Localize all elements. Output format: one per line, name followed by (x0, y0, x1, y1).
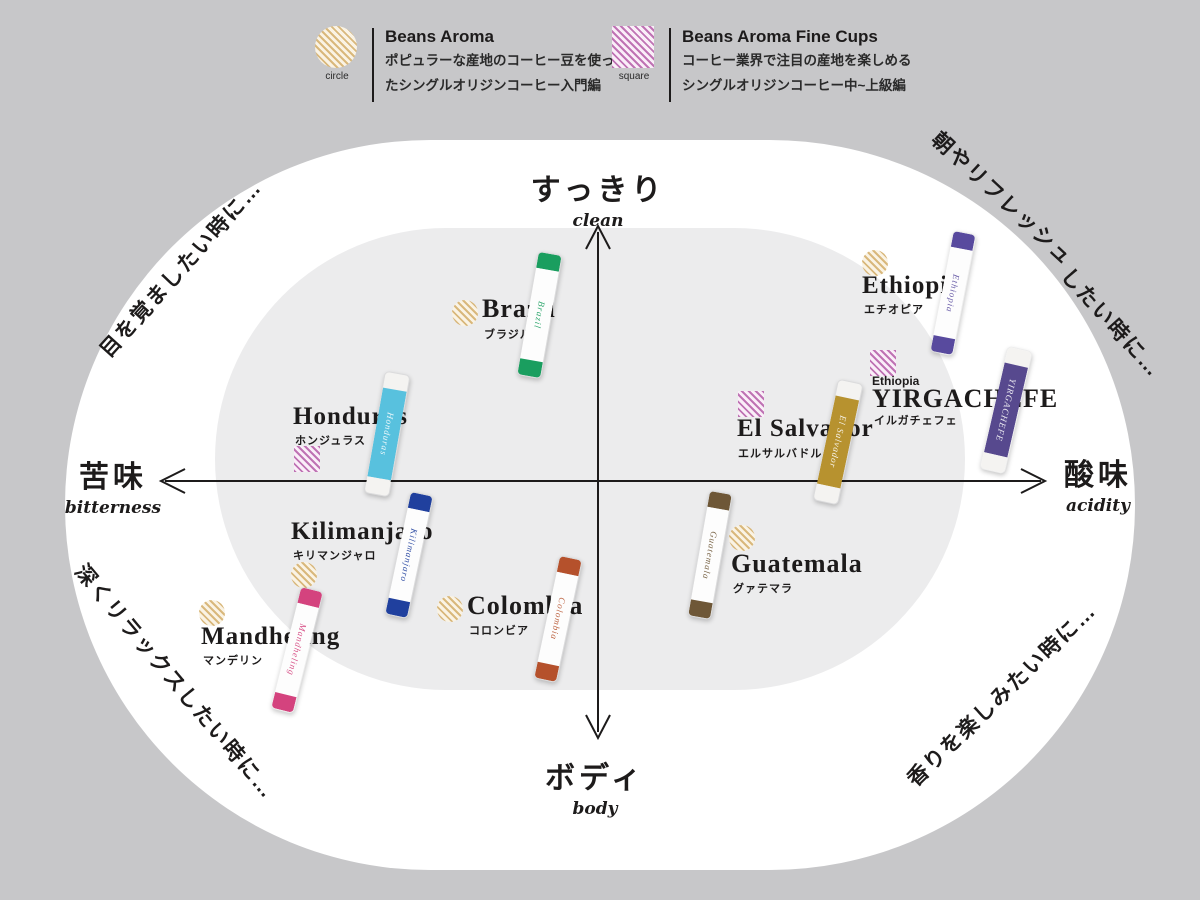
stick-cap (364, 476, 392, 497)
legend-item-beans-aroma: circle Beans Aroma ポピュラーな産地のコーヒー豆を使っ たシン… (315, 26, 615, 102)
legend-description-line: たシングルオリジンコーヒー入門編 (385, 78, 601, 93)
axis-label-body: ボディ body (495, 753, 695, 819)
legend-swatch-caption: circle (325, 71, 349, 82)
product-name-mandheling: Mandheling (201, 623, 341, 650)
stick-label: Colombia (548, 596, 568, 642)
legend-title: Beans Aroma (385, 27, 494, 46)
stick-cap (688, 599, 713, 619)
stick-cap (534, 661, 560, 682)
stick-label: El Salvador (827, 414, 849, 470)
product-name-guatemala: Guatemala (731, 549, 863, 578)
legend-description-line: ポピュラーな産地のコーヒー豆を使っ (385, 53, 615, 68)
stick-label: Honduras (378, 411, 396, 457)
product-kana-kilimanjaro: キリマンジャロ (293, 550, 377, 562)
series-circle-marker-colombia (437, 596, 463, 622)
product-kana-mandheling: マンデリン (203, 655, 263, 667)
series-circle-marker-brazil (452, 300, 478, 326)
product-kana-honduras: ホンジュラス (295, 435, 367, 447)
stick-label: Guatemala (700, 530, 720, 580)
product-kana-el-salvador: エルサルバドル (738, 448, 823, 460)
series-square-marker-honduras (294, 446, 320, 472)
axis-label-clean-jp: すっきり (530, 174, 666, 207)
stick-cap (517, 358, 543, 379)
legend-swatch-caption: square (618, 71, 650, 82)
product-kana-brazil: ブラジル (484, 329, 532, 341)
series-circle-marker-guatemala (729, 525, 755, 551)
product-kana-ethiopia: エチオピア (864, 304, 924, 316)
product-name-yirgachefe: YIRGACHEFE (872, 384, 1059, 413)
axis-label-acidity-en: acidity (1066, 496, 1130, 516)
series-circle-marker-kilimanjaro (291, 562, 317, 588)
axis-label-clean: すっきり clean (498, 165, 698, 231)
legend-item-beans-aroma-fine-cups: square Beans Aroma Fine Cups コーヒー業界で注目の産… (612, 26, 912, 102)
axis-label-clean-en: clean (572, 211, 624, 231)
series-circle-marker-ethiopia (862, 250, 888, 276)
axis-label-bitterness-jp: 苦味 (79, 461, 147, 494)
legend-circle-swatch-icon (315, 26, 357, 68)
legend-divider (372, 28, 374, 102)
axis-label-bitterness: 苦味 bitterness (63, 452, 163, 518)
axis-label-acidity-jp: 酸味 (1064, 459, 1132, 492)
series-square-marker-el-salvador (738, 391, 764, 417)
stick-label: Ethiopia (944, 272, 962, 314)
legend-divider (669, 28, 671, 102)
stick-label: Kilimanjaro (398, 527, 420, 583)
stick-label: Brazil (532, 300, 547, 330)
product-subtitle-yirgachefe: Ethiopia (872, 374, 920, 388)
legend-description-line: コーヒー業界で注目の産地を楽しめる (682, 53, 912, 68)
legend-square-swatch-icon (612, 26, 654, 68)
axis-label-acidity: 酸味 acidity (1048, 450, 1148, 516)
series-square-marker-yirgachefe (870, 350, 896, 376)
stick-cap (930, 335, 956, 355)
stick-cap (385, 597, 411, 618)
axis-label-bitterness-en: bitterness (64, 498, 162, 518)
legend-title: Beans Aroma Fine Cups (682, 27, 878, 46)
legend-description-line: シングルオリジンコーヒー中~上級編 (682, 78, 906, 93)
axis-label-body-en: body (572, 799, 618, 819)
series-circle-marker-mandheling (199, 600, 225, 626)
product-kana-colombia: コロンビア (469, 625, 529, 637)
product-kana-yirgachefe: イルガチェフェ (874, 415, 958, 427)
product-kana-guatemala: グァテマラ (733, 583, 793, 595)
axis-label-body-jp: ボディ (545, 762, 645, 795)
